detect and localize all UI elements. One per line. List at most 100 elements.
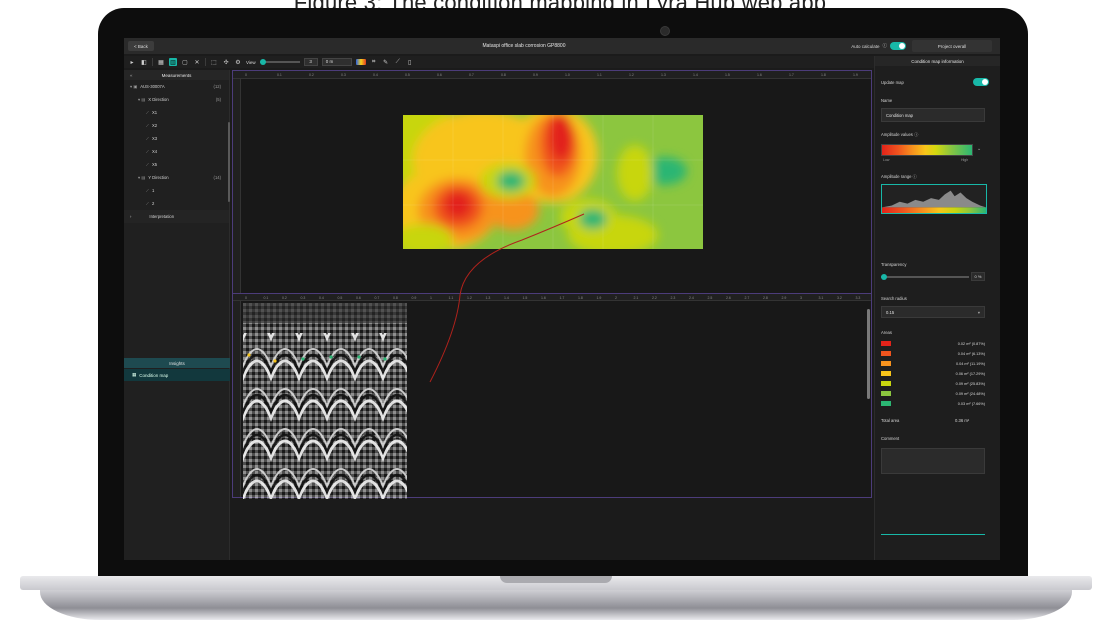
back-button[interactable]: < Back [128,41,154,51]
tree-item-label: X5 [151,162,158,167]
tree-item[interactable]: ⟋ X1 [124,106,229,119]
square-icon[interactable]: ▢ [182,59,188,66]
split-view-icon[interactable]: ▥ [169,58,177,66]
ruler-tick-label: 0.1 [263,296,269,300]
ruler-tick-label: 1.3 [661,73,666,77]
transparency-input[interactable]: 0 % [971,272,985,281]
ruler-tick-label: 0.2 [282,296,287,300]
panel-divider [881,534,985,535]
tree-item[interactable]: ⟋ 1 [124,184,229,197]
tree-scrollbar[interactable] [228,122,230,202]
insights-item-condition-map[interactable]: ▦ Condition map [124,369,230,381]
trash-icon[interactable]: ▯ [408,59,412,66]
slider-knob[interactable] [881,274,887,280]
measurements-title: Measurements [161,72,192,78]
amplitude-histogram[interactable] [881,184,987,214]
slider-knob[interactable] [259,59,266,65]
grid-icon[interactable]: ▦ [158,59,164,66]
ruler-tick-label: 1.2 [629,73,634,77]
ruler-tick-label: 0.6 [356,296,361,300]
select-icon[interactable]: ⬚ [211,59,217,66]
ruler-tick-label: 1.5 [725,73,730,77]
close-icon[interactable]: ✕ [194,59,200,66]
areas-label: Areas [881,330,892,335]
depth-input[interactable]: 3 [303,58,318,66]
ruler-tick-label: 1.3 [485,296,491,300]
tree-item[interactable]: ▾ ▤ Y Direction (14) [124,171,229,184]
document-title: Mataspi office slab corrosion GP8800 [482,43,566,49]
crop-icon[interactable]: ⌗ [371,58,376,65]
unit-select[interactable]: 0 m [321,58,352,66]
tree-item[interactable]: ⟋ X4 [124,145,229,158]
tree-item-label: X Direction [148,97,169,102]
info-icon: ⓘ [882,43,888,48]
area-row: 0.09 m² (25.83%) [881,380,985,387]
search-radius-select[interactable]: 0.15 ▾ [881,306,985,318]
interpretation-row[interactable]: › Interpretation [124,210,229,223]
marker-icon[interactable]: ✎ [383,59,389,66]
move-icon[interactable]: ✣ [223,59,229,66]
chevron-down-icon[interactable]: ⌄ [977,146,982,152]
area-row: 0.03 m² (7.66%) [881,400,985,407]
color-scale-icon[interactable] [355,59,366,65]
scan-scrollbar[interactable] [867,309,870,399]
collapse-icon[interactable]: « [130,72,133,78]
scan-line-icon: ⟋ [146,123,149,128]
transparency-slider[interactable] [881,274,969,280]
total-area-value: 0.36 m² [955,418,970,423]
ruler-tick-label: 1.6 [541,296,546,300]
info-icon: ⓘ [914,132,919,137]
name-label: Name [881,98,893,103]
divider [205,58,206,66]
area-value: 0.06 m² (17.29%) [955,371,985,376]
condition-map[interactable] [403,115,703,249]
ruler-tick-label: 2 [615,296,617,300]
map-contours [403,115,687,249]
radargram[interactable] [243,303,407,499]
ruler-tick-label: 2.4 [689,296,694,300]
ruler-tick-label: 2.9 [781,296,787,300]
ruler-tick-label: 1.2 [467,296,472,300]
scan-line-icon: ⟋ [146,149,149,154]
ruler-tick-label: 3.2 [837,296,842,300]
amplitude-color-scale[interactable] [881,144,973,156]
tree-item-count: (12) [213,84,221,89]
interpretation-label: Interpretation [149,214,175,219]
tree-item[interactable]: ⟋ X5 [124,158,229,171]
insights-header[interactable]: Insights [124,358,230,368]
ruler-tick-label: 3.1 [818,296,824,300]
comment-label: Comment [881,436,900,441]
layers-icon[interactable]: ◧ [141,59,147,66]
measurement-tree: ▾ ▣ AUS-30007A (12) ▾ ▤ X Direction (5) ⟋ X1… [124,80,229,210]
zoom-slider[interactable] [259,59,300,65]
tree-item[interactable]: ▾ ▣ AUS-30007A (12) [124,80,229,93]
ruler-tick-label: 0.7 [469,73,474,77]
tree-item[interactable]: ⟋ X2 [124,119,229,132]
total-area-label: Total area [881,418,900,423]
tree-item[interactable]: ⟋ X3 [124,132,229,145]
update-map-toggle[interactable] [973,78,989,86]
tree-item[interactable]: ▾ ▤ X Direction (5) [124,93,229,106]
measurements-header: « Measurements [124,70,229,80]
name-field[interactable]: Condition map [881,108,985,122]
project-overall-button[interactable]: Project overall [912,40,992,52]
ruler-tick-label: 0.1 [277,73,282,77]
ruler-tick-label: 1.4 [504,296,509,300]
auto-calculate-toggle[interactable] [890,42,906,50]
expand-icon: › [130,214,132,219]
ruler-tick-label: 0.7 [374,296,380,300]
search-radius-value: 0.15 [886,309,895,315]
amplitude-range-label: Amplitude range ⓘ [881,174,917,180]
area-color-swatch [881,361,891,366]
auto-calculate: Auto calculate ⓘ [851,42,906,50]
left-panel: « Measurements ▾ ▣ AUS-30007A (12) ▾ ▤ X D… [124,70,230,560]
tree-item[interactable]: ⟋ 2 [124,197,229,210]
amplitude-range-text: Amplitude range [881,174,912,179]
tree-item-label: 2 [151,201,155,206]
measure-icon[interactable]: ⟋ [395,58,400,65]
settings-icon[interactable]: ⚙ [235,59,241,66]
comment-field[interactable] [881,448,985,474]
ruler-tick-label: 1.5 [522,296,528,300]
pointer-icon[interactable]: ▸ [130,59,134,66]
